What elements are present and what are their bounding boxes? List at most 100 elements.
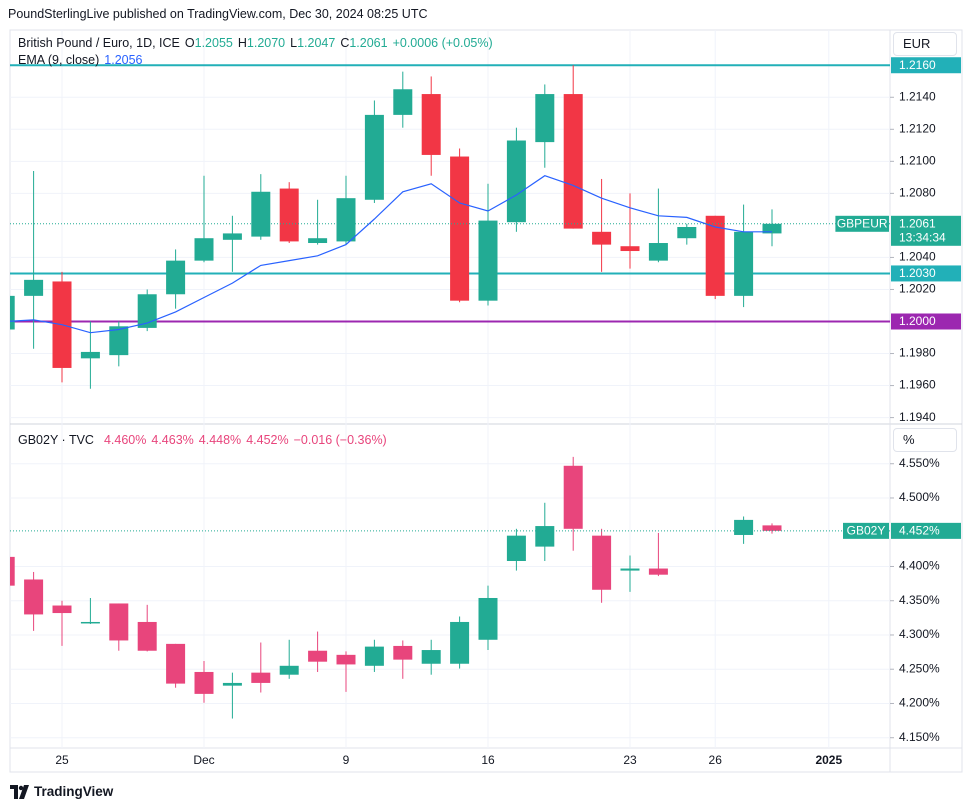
x-tick-label: Dec <box>193 753 214 767</box>
candle-body <box>222 682 242 686</box>
y-tick-label: 1.2080 <box>899 186 936 200</box>
candle-body <box>251 191 271 237</box>
y-tick-label: 1.2140 <box>899 89 936 103</box>
unit-button[interactable]: % <box>893 428 957 452</box>
candle-body <box>24 579 44 615</box>
legend-key: C <box>340 36 350 50</box>
candle-body <box>166 643 186 684</box>
axes: 1.2140 1.2120 1.2100 1.2080 1.2040 1.2020 1.19… <box>55 57 961 767</box>
publisher: PoundSterlingLive published on TradingVi… <box>8 7 428 21</box>
footer: TradingView <box>10 784 113 799</box>
candle-body <box>478 597 498 640</box>
last-price-label: 1.2061 <box>899 216 936 230</box>
candle-body <box>478 220 498 301</box>
candle-body <box>450 156 470 301</box>
y-tick-label: 1.1940 <box>899 410 936 424</box>
ema-legend: EMA (9, close) 1.2056 <box>18 53 143 67</box>
y-tick-label: 4.350% <box>899 593 940 607</box>
last-price-box <box>891 215 961 246</box>
candle-body <box>279 665 299 675</box>
candle-body <box>52 605 72 614</box>
candle-body <box>734 519 754 535</box>
level-box <box>891 57 961 74</box>
candle-body <box>563 94 583 229</box>
last-price-box <box>891 522 961 539</box>
candle-body <box>506 535 526 561</box>
symbol-label: GBPEUR <box>837 216 888 230</box>
y-tick-label: 4.550% <box>899 456 940 470</box>
legend: GB02Y · TVC 4.460% 4.463% 4.448% 4.452% −0.01… <box>18 433 387 447</box>
candle-body <box>620 568 640 571</box>
x-tick-label: 2025 <box>815 753 842 767</box>
candle-body <box>137 294 157 328</box>
legend-value: 1.2070 <box>246 36 286 50</box>
legend-key: L <box>290 36 298 50</box>
x-tick-label: 16 <box>481 753 495 767</box>
x-tick-label: 26 <box>709 753 723 767</box>
candle-body <box>222 233 242 240</box>
candle-body <box>648 243 668 261</box>
candle-body <box>563 465 583 529</box>
brand: TradingView <box>34 784 114 799</box>
x-tick-label: 25 <box>55 753 69 767</box>
legend-value: 1.2061 <box>349 36 388 50</box>
candle-body <box>762 525 782 531</box>
legend-title: GB02Y · TVC <box>18 433 94 447</box>
legend-change: −0.016 (−0.36%) <box>293 433 387 447</box>
candle-body <box>279 188 299 242</box>
pane-top <box>10 30 890 424</box>
candle-body <box>336 654 356 665</box>
candle-body <box>421 94 441 155</box>
level-label: 1.2030 <box>899 266 936 280</box>
level-box <box>891 265 961 282</box>
candle-body <box>251 672 271 683</box>
candle-body <box>80 621 100 624</box>
candle-body <box>194 238 214 261</box>
ema-line <box>10 175 772 334</box>
y-tick-label: 4.300% <box>899 627 940 641</box>
legend-value: 4.463% <box>151 433 194 447</box>
legend-value: 1.2055 <box>194 36 233 50</box>
y-tick-label: 1.2100 <box>899 154 936 168</box>
candle-body <box>308 650 328 662</box>
candle-body <box>109 326 129 356</box>
chart: 1.2140 1.2120 1.2100 1.2080 1.2040 1.2020 1.19… <box>9 29 963 773</box>
candle-body <box>336 198 356 242</box>
candle-body <box>137 621 157 651</box>
brand-logo <box>10 784 29 799</box>
candle-body <box>24 279 44 296</box>
level-box <box>891 313 961 330</box>
candle-body <box>592 231 612 245</box>
y-tick-label: 1.2020 <box>899 282 936 296</box>
candle-body <box>364 646 384 666</box>
y-tick-label: 4.150% <box>899 730 940 744</box>
unit-button[interactable]: EUR <box>893 32 957 56</box>
candle-body <box>194 671 214 694</box>
legend-change: +0.0006 (+0.05%) <box>392 36 493 50</box>
candle-body <box>535 94 555 143</box>
legend-value: 4.448% <box>198 433 242 447</box>
candle-body <box>705 215 725 296</box>
candle-body <box>109 603 129 641</box>
y-tick-label: 1.1980 <box>899 346 936 360</box>
candle-body <box>592 535 612 590</box>
candle-body <box>10 295 15 330</box>
frame <box>9 29 963 773</box>
legend-value: 4.460% <box>103 433 147 447</box>
y-tick-label: 4.500% <box>899 490 940 504</box>
candle-body <box>308 238 328 244</box>
candle-body <box>648 568 668 575</box>
legend: British Pound / Euro, 1D, ICE O1.2055 H1.2… <box>18 36 493 50</box>
candle-body <box>393 89 413 115</box>
y-tick-label: 1.2120 <box>899 121 936 135</box>
candle-body <box>421 650 441 664</box>
y-tick-label: 4.400% <box>899 559 940 573</box>
pane-bottom <box>10 424 890 748</box>
candle-body <box>393 645 413 660</box>
candle-body <box>80 351 100 359</box>
candle-body <box>535 526 555 547</box>
x-tick-label: 23 <box>623 753 637 767</box>
candle-body <box>166 260 186 295</box>
legend-key: O <box>184 36 195 50</box>
